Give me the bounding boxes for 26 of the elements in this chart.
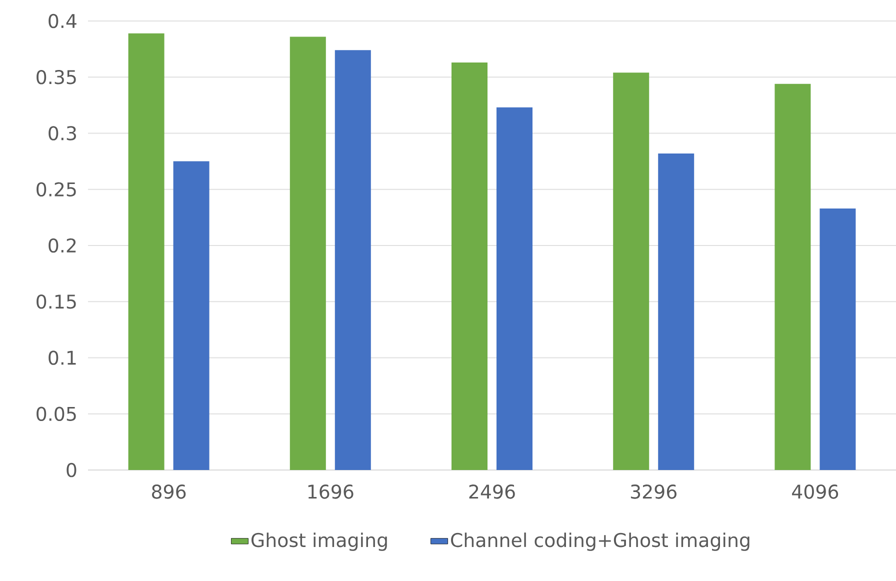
- legend-label: Ghost imaging: [252, 532, 387, 551]
- y-tick-label: 0.05: [36, 406, 76, 422]
- bar: [128, 33, 164, 470]
- y-tick-label: 0.4: [48, 14, 76, 28]
- bar: [774, 84, 811, 470]
- bar: [173, 161, 210, 470]
- y-tick-label: 0.25: [36, 182, 76, 197]
- y-tick-label: 0.15: [36, 294, 76, 309]
- x-tick-label: 1696: [308, 484, 354, 499]
- x-tick-label: 896: [152, 484, 186, 499]
- bar: [658, 153, 694, 470]
- x-tick-label: 2496: [469, 484, 515, 499]
- bar: [496, 107, 533, 470]
- y-tick-label: 0.35: [36, 70, 76, 84]
- legend-label: Channel coding+Ghost imaging: [451, 532, 750, 551]
- y-tick-label: 0: [66, 462, 76, 478]
- y-tick-label: 0.1: [48, 350, 76, 365]
- x-tick-label: 4096: [792, 484, 838, 499]
- y-tick-label: 0.3: [48, 126, 76, 140]
- bar: [452, 62, 488, 470]
- bar: [290, 36, 326, 470]
- y-tick-label: 0.2: [48, 238, 76, 253]
- x-tick-label: 3296: [630, 484, 676, 499]
- bar: [334, 50, 371, 470]
- bar: [820, 208, 856, 470]
- bar: [613, 72, 650, 470]
